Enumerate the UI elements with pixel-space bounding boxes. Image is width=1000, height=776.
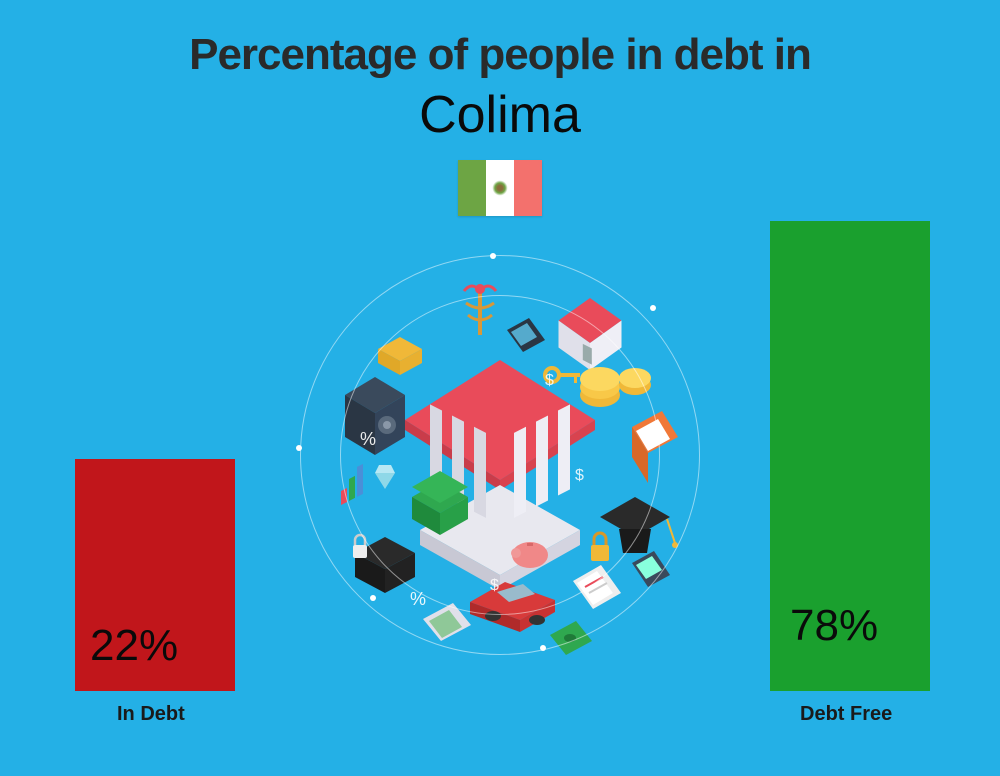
title-line1: Percentage of people in debt in [0, 30, 1000, 80]
flag-stripe-green [458, 160, 486, 216]
bar-debt-free-label: Debt Free [800, 703, 892, 726]
bar-in-debt-label: In Debt [117, 703, 185, 726]
mexico-flag-icon [458, 160, 542, 216]
title-line2: Colima [0, 85, 1000, 145]
flag-emblem-icon [491, 179, 509, 197]
bar-debt-free-value: 78% [790, 601, 878, 651]
finance-illustration: % % $ $ $ [290, 245, 710, 665]
bar-in-debt-value: 22% [90, 621, 178, 671]
flag-stripe-white [486, 160, 514, 216]
flag-stripe-red [514, 160, 542, 216]
